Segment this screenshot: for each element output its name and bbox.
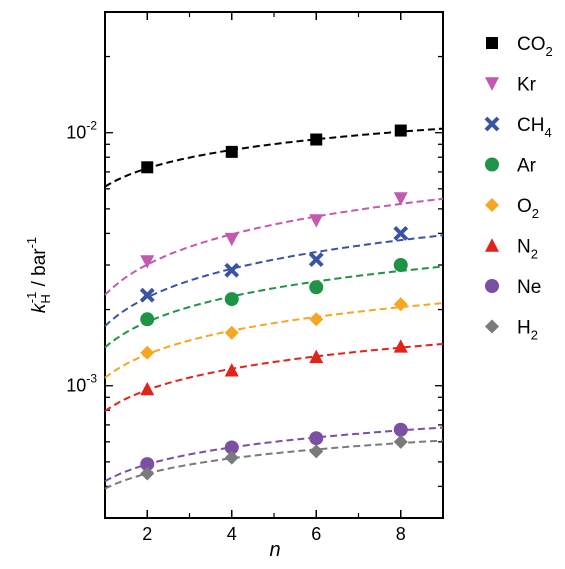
legend-item: O2	[485, 196, 539, 221]
data-point	[140, 345, 155, 360]
data-point	[393, 192, 408, 206]
data-point	[393, 339, 408, 353]
axis-ticks: 2 4 6 8 10-3 10-2	[66, 11, 444, 544]
data-point	[225, 145, 238, 158]
x-tick-label: 6	[311, 524, 321, 544]
legend-item: H2	[485, 318, 538, 343]
legend-label: Kr	[517, 75, 537, 96]
legend-marker	[485, 319, 499, 334]
plot-frame	[104, 11, 444, 519]
legend-label: H2	[517, 318, 538, 343]
marker-stroke	[139, 287, 155, 303]
y-tick-label: 10-3	[66, 372, 97, 396]
legend-label: CH4	[517, 115, 552, 140]
legend-marker	[485, 279, 499, 293]
legend-marker	[484, 116, 500, 132]
data-point	[393, 422, 408, 437]
legend-label: O2	[517, 196, 539, 221]
x-tick-label: 4	[227, 524, 237, 544]
data-point	[224, 325, 239, 340]
data-point	[140, 255, 155, 269]
marker-stroke	[393, 225, 409, 241]
data-point	[393, 434, 408, 449]
data-point	[140, 466, 155, 481]
data-point	[309, 431, 324, 446]
y-axis-label-base-sup: -1	[24, 292, 39, 304]
legend-label: CO2	[517, 34, 553, 59]
fit-line	[104, 343, 444, 412]
legend-item: Ne	[485, 277, 541, 298]
data-point	[309, 280, 324, 295]
data-point	[309, 312, 324, 327]
data-point	[224, 440, 239, 455]
legend-marker	[485, 238, 499, 252]
legend-marker	[485, 198, 499, 212]
legend-label: Ne	[517, 277, 541, 298]
fit-line	[104, 127, 444, 188]
y-axis-label-base-sub: H	[38, 294, 53, 303]
data-point	[224, 363, 239, 377]
legend-marker	[485, 77, 499, 91]
fit-line	[104, 197, 444, 296]
fit-line	[104, 426, 444, 483]
data-point	[141, 161, 154, 174]
data-point	[140, 457, 155, 472]
data-point	[224, 450, 239, 465]
data-point	[309, 214, 324, 228]
legend-label: N2	[517, 237, 538, 262]
fit-lines	[104, 127, 444, 490]
data-point	[309, 349, 324, 364]
fit-line	[104, 265, 444, 349]
data-point	[139, 287, 155, 303]
y-axis-label: kH-1 / bar-1	[24, 237, 53, 313]
y-axis-label-sep: / bar	[29, 248, 50, 292]
legend-marker	[486, 37, 498, 49]
x-axis-label: n	[269, 539, 280, 561]
legend-item: CO2	[486, 34, 553, 59]
data-point	[310, 133, 323, 146]
data-point	[393, 225, 409, 241]
plot-area	[104, 11, 444, 519]
data-point	[224, 232, 239, 247]
legend-label: Ar	[517, 156, 537, 177]
legend-item: CH4	[484, 115, 552, 140]
data-point	[393, 258, 408, 272]
data-point	[224, 262, 240, 278]
y-axis-label-base: k	[29, 302, 50, 313]
legend-item: Kr	[485, 75, 537, 96]
x-tick-label: 2	[142, 524, 152, 544]
marker-stroke	[224, 262, 240, 278]
legend-marker	[485, 157, 499, 172]
data-point	[308, 252, 324, 268]
data-point	[140, 381, 155, 396]
data-markers	[139, 124, 409, 481]
data-point	[224, 292, 239, 307]
fit-line	[104, 234, 444, 327]
legend: CO2 Kr CH4 Ar O2 N2 Ne H2	[484, 34, 553, 343]
y-tick-label: 10-2	[66, 119, 97, 143]
x-tick-label: 8	[396, 524, 406, 544]
legend-item: N2	[485, 237, 538, 262]
data-point	[140, 312, 155, 327]
y-axis-label-unit-sup: -1	[24, 237, 39, 249]
legend-item: Ar	[485, 156, 537, 177]
marker-stroke	[308, 252, 324, 268]
fit-line	[104, 302, 444, 379]
fit-line	[104, 439, 444, 490]
data-point	[394, 124, 407, 137]
data-point	[393, 297, 408, 312]
marker-stroke	[484, 116, 500, 132]
data-point	[309, 444, 324, 459]
